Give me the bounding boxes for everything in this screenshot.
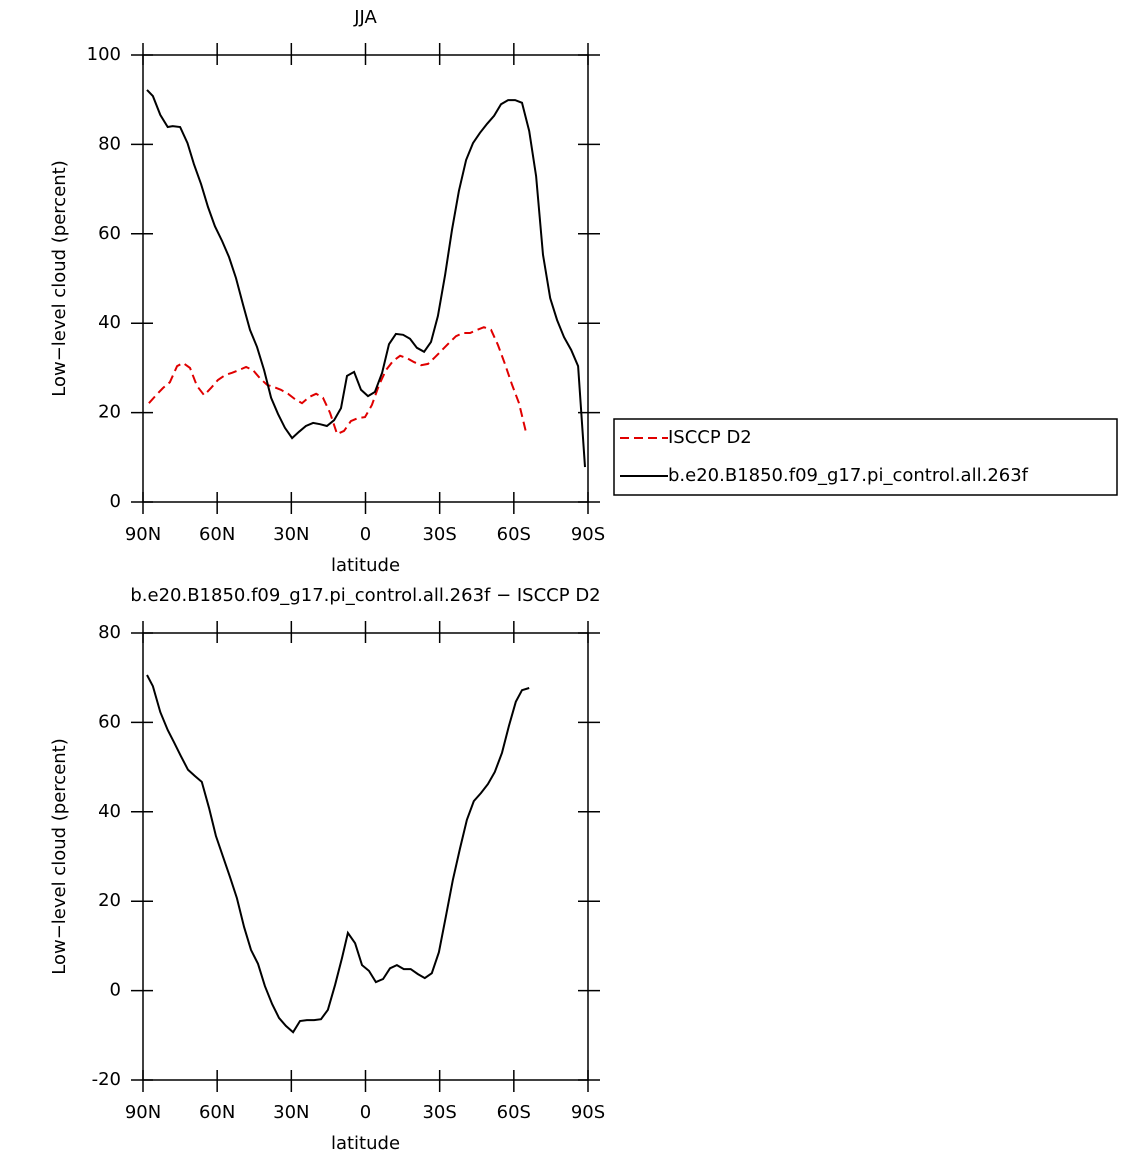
y-tick-label: 60 <box>98 223 121 244</box>
legend-label: b.e20.B1850.f09_g17.pi_control.all.263f <box>668 465 1029 486</box>
chart-title: JJA <box>353 7 377 28</box>
y-tick-label: -20 <box>92 1069 121 1090</box>
x-tick-label: 30N <box>273 524 309 545</box>
y-tick-label: 60 <box>98 711 121 732</box>
plot-frame <box>142 54 589 503</box>
x-tick-label: 60S <box>497 1102 531 1123</box>
y-tick-label: 40 <box>98 801 121 822</box>
x-tick-label: 90S <box>571 524 605 545</box>
x-tick-label: 0 <box>360 1102 371 1123</box>
data-line <box>146 674 530 1034</box>
plot-frame <box>142 632 589 1081</box>
x-axis-label: latitude <box>331 555 400 576</box>
x-tick-label: 90S <box>571 1102 605 1123</box>
x-axis-label: latitude <box>331 1133 400 1154</box>
x-tick-label: 60S <box>497 524 531 545</box>
x-tick-label: 60N <box>199 524 235 545</box>
x-tick-label: 30S <box>422 524 456 545</box>
y-tick-label: 20 <box>98 402 121 423</box>
y-tick-label: 80 <box>98 133 121 154</box>
y-tick-label: 40 <box>98 312 121 333</box>
data-line <box>146 89 586 468</box>
x-tick-label: 90N <box>125 524 161 545</box>
y-tick-label: 100 <box>87 44 121 65</box>
y-tick-label: 80 <box>98 622 121 643</box>
x-tick-label: 30S <box>422 1102 456 1123</box>
chart-title: b.e20.B1850.f09_g17.pi_control.all.263f … <box>130 585 600 606</box>
x-tick-label: 60N <box>199 1102 235 1123</box>
y-tick-label: 20 <box>98 890 121 911</box>
legend-box <box>613 418 1118 496</box>
y-tick-label: 0 <box>110 491 121 512</box>
y-tick-label: 0 <box>110 980 121 1001</box>
y-axis-label: Low−level cloud (percent) <box>49 738 70 975</box>
x-tick-label: 30N <box>273 1102 309 1123</box>
x-tick-label: 90N <box>125 1102 161 1123</box>
data-line <box>148 326 527 436</box>
legend-label: ISCCP D2 <box>668 427 752 448</box>
y-axis-label: Low−level cloud (percent) <box>49 160 70 397</box>
x-tick-label: 0 <box>360 524 371 545</box>
